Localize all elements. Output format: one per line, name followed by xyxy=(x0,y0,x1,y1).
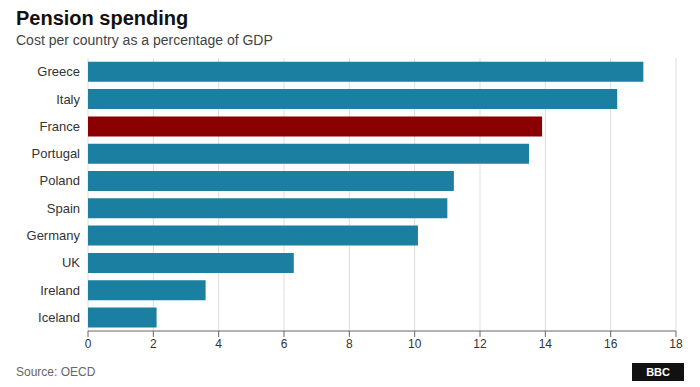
svg-text:Poland: Poland xyxy=(40,173,80,188)
svg-text:2: 2 xyxy=(150,337,157,351)
svg-text:Portugal: Portugal xyxy=(32,146,81,161)
svg-text:Iceland: Iceland xyxy=(38,310,80,325)
svg-text:0: 0 xyxy=(85,337,92,351)
html-text:Source: OECD: Source: OECD xyxy=(16,365,96,379)
svg-text:14: 14 xyxy=(539,337,553,351)
svg-text:France: France xyxy=(40,119,80,134)
svg-text:8: 8 xyxy=(346,337,353,351)
svg-text:Ireland: Ireland xyxy=(40,283,80,298)
svg-text:Greece: Greece xyxy=(37,64,80,79)
svg-text:16: 16 xyxy=(604,337,618,351)
svg-text:10: 10 xyxy=(408,337,422,351)
svg-text:Spain: Spain xyxy=(47,201,80,216)
svg-text:Italy: Italy xyxy=(56,92,80,107)
svg-text:UK: UK xyxy=(62,255,80,270)
svg-text:4: 4 xyxy=(215,337,222,351)
html-text:Pension spending: Pension spending xyxy=(16,7,189,29)
svg-text:Germany: Germany xyxy=(27,228,81,243)
svg-text:12: 12 xyxy=(473,337,487,351)
svg-text:18: 18 xyxy=(669,337,683,351)
svg-text:6: 6 xyxy=(281,337,288,351)
html-text:Cost per country as a percenta: Cost per country as a percentage of GDP xyxy=(16,32,273,48)
html-text:BBC: BBC xyxy=(646,366,670,378)
